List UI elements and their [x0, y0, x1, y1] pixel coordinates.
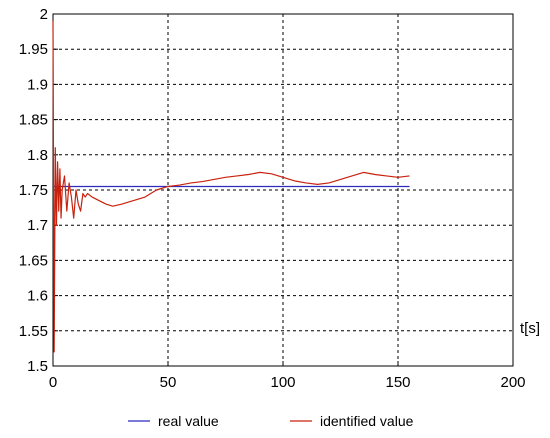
x-tick-label: 0: [49, 374, 57, 391]
legend-label: identified value: [320, 413, 414, 429]
x-axis-label: t[s]: [520, 320, 540, 337]
axis-ticks: 0 50 100 150 200 1.5 1.55 1.6 1.65 1.7 1.75 1.8 1.85…: [19, 6, 526, 391]
x-tick-label: 100: [270, 374, 295, 391]
y-tick-label: 1.8: [27, 147, 48, 164]
y-tick-label: 1.9: [27, 76, 48, 93]
legend-label: real value: [158, 413, 219, 429]
y-tick-label: 1.95: [19, 41, 48, 58]
y-tick-label: 2: [40, 6, 48, 23]
grid-lines: [53, 14, 513, 366]
series-line-identified-value: [52, 21, 410, 353]
y-tick-label: 1.7: [27, 217, 48, 234]
y-tick-label: 1.65: [19, 252, 48, 269]
data-series: [52, 21, 410, 353]
x-tick-label: 150: [385, 374, 410, 391]
y-tick-label: 1.5: [27, 358, 48, 375]
x-tick-label: 200: [500, 374, 525, 391]
y-tick-label: 1.55: [19, 323, 48, 340]
legend: real value identified value: [128, 413, 414, 429]
y-tick-label: 1.6: [27, 288, 48, 305]
x-tick-label: 50: [160, 374, 177, 391]
y-tick-label: 1.85: [19, 112, 48, 129]
y-tick-label: 1.75: [19, 182, 48, 199]
